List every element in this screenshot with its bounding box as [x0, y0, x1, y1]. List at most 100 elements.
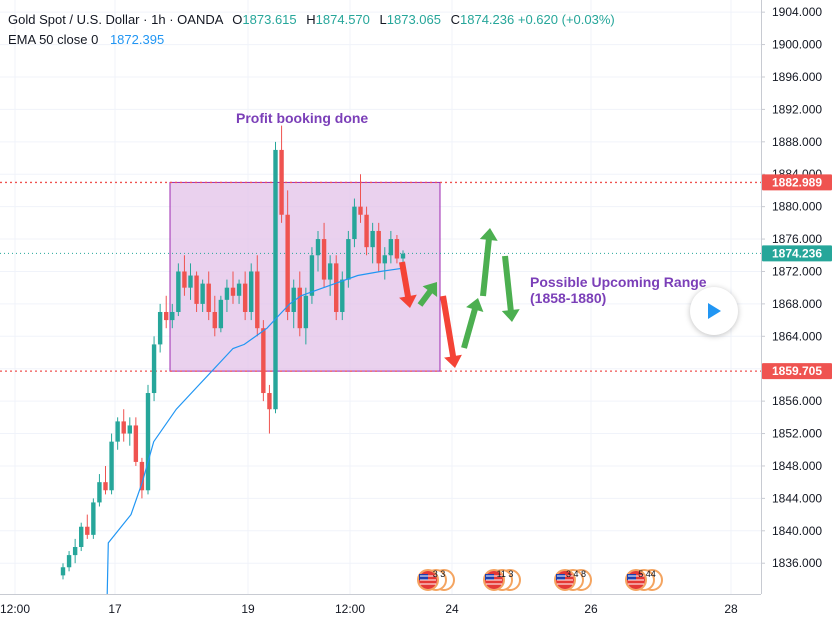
us-flag-canton: [627, 574, 636, 580]
candle-body: [388, 239, 394, 256]
ema-value: 1872.395: [109, 32, 165, 47]
candle-body: [321, 239, 327, 280]
lower-level-tag-bg: [762, 363, 832, 380]
us-flag-canton: [556, 574, 565, 580]
candle-body: [182, 271, 187, 288]
candle-body: [382, 255, 387, 264]
candle-body: [145, 393, 151, 491]
ema-line: [106, 267, 404, 605]
range-box: [169, 181, 441, 372]
arrow-down-icon: [440, 295, 462, 368]
candle-body: [303, 295, 309, 329]
candle-body: [279, 149, 284, 215]
price-tick-label: 1836.000: [772, 556, 822, 570]
chart-legend: Gold Spot / U.S. Dollar · 1h · OANDA O18…: [8, 10, 615, 50]
event-count-label: 3 4 8: [566, 569, 586, 579]
candle-body: [376, 230, 381, 264]
candle-body: [242, 283, 248, 312]
price-tick-label: 1880.000: [772, 200, 822, 214]
price-tick-label: 1856.000: [772, 394, 822, 408]
candle-body: [91, 502, 96, 535]
arrow-up-icon: [501, 255, 520, 322]
time-axis-bg: [0, 594, 761, 622]
economic-event-icon[interactable]: 3 3: [417, 569, 455, 591]
candle-body: [115, 421, 120, 442]
open-value: 1873.615: [242, 12, 297, 27]
price-tick-label: 1844.000: [772, 491, 822, 505]
candle-body: [249, 271, 254, 312]
economic-event-icon[interactable]: 5 44: [625, 569, 663, 591]
low-value: 1873.065: [386, 12, 441, 27]
candle-body: [327, 263, 333, 280]
candle-body: [297, 287, 302, 329]
candle-body: [200, 283, 205, 304]
time-tick-label: 17: [108, 602, 122, 616]
candle-body: [400, 253, 406, 259]
price-tick-label: 1840.000: [772, 524, 822, 538]
candle-body: [109, 441, 114, 491]
current-price-tag-bg: [762, 245, 832, 262]
price-tick-label: 1904.000: [772, 5, 822, 19]
upper-level-tag-bg: [762, 174, 832, 191]
price-tick-label: 1900.000: [772, 38, 822, 52]
economic-event-icon[interactable]: 11 3: [483, 569, 521, 591]
candle-body: [346, 239, 351, 280]
price-axis: 1836.000 1840.000 1844.000 1848.000 1852.000…: [761, 0, 832, 622]
candle-body: [218, 299, 224, 329]
candle-body: [212, 311, 217, 329]
candle-body: [97, 482, 102, 503]
current-price-tag: 1874.236: [772, 246, 822, 260]
arrow-up-icon: [461, 298, 484, 349]
play-button[interactable]: [690, 287, 738, 335]
prediction-arrows: [399, 228, 520, 368]
candle-body: [188, 275, 193, 288]
candle-body: [151, 344, 157, 394]
candle-body: [267, 393, 272, 410]
candle-body: [133, 425, 139, 462]
candle-body: [72, 546, 78, 556]
candle-body: [157, 311, 163, 345]
play-icon: [708, 303, 721, 319]
us-flag-canton: [419, 574, 428, 580]
close-label: C: [450, 12, 461, 27]
interval-label[interactable]: 1h: [151, 12, 166, 27]
legend-title-row: Gold Spot / U.S. Dollar · 1h · OANDA O18…: [8, 10, 615, 30]
price-tick-label: 1848.000: [772, 459, 822, 473]
candle-body: [236, 283, 242, 296]
source-label: OANDA: [177, 12, 223, 27]
close-value: 1874.236: [460, 12, 515, 27]
candle-body: [170, 311, 175, 321]
price-tick-label: 1864.000: [772, 329, 822, 343]
candle-body: [358, 206, 363, 215]
price-tick-label: 1868.000: [772, 297, 822, 311]
candle-body: [309, 255, 315, 296]
ema-label[interactable]: EMA 50 close 0: [8, 32, 99, 47]
candle-body: [164, 311, 169, 321]
candle-body: [261, 328, 266, 394]
candle-body: [121, 421, 126, 434]
symbol-name[interactable]: Gold Spot / U.S. Dollar: [8, 12, 140, 27]
candle-body: [364, 214, 369, 248]
candle-body: [315, 239, 321, 256]
price-tick-label: 1876.000: [772, 232, 822, 246]
us-flag-canton: [485, 574, 494, 580]
open-label: O: [232, 12, 243, 27]
price-tick-label: 1892.000: [772, 102, 822, 116]
candle-body: [66, 555, 72, 568]
range-annotation-line2: (1858-1880): [530, 290, 606, 306]
profit-annotation: Profit booking done: [236, 110, 368, 126]
upper-level-tag: 1882.989: [772, 175, 822, 189]
candle-body: [224, 287, 230, 300]
range-rectangle: [169, 181, 441, 372]
candle-body: [334, 263, 339, 312]
economic-event-icon[interactable]: 3 4 8: [554, 569, 592, 591]
candle-body: [285, 214, 290, 312]
time-axis: 12:00 17 19 12:00 24 26 28: [0, 594, 761, 622]
change-value: +0.620 (+0.03%): [517, 12, 615, 27]
price-tick-label: 1888.000: [772, 135, 822, 149]
price-tick-label: 1872.000: [772, 264, 822, 278]
price-tick-label: 1896.000: [772, 70, 822, 84]
candle-body: [79, 526, 84, 547]
event-icons: 3 3 11 3 3 4 8 5 44: [417, 569, 663, 591]
